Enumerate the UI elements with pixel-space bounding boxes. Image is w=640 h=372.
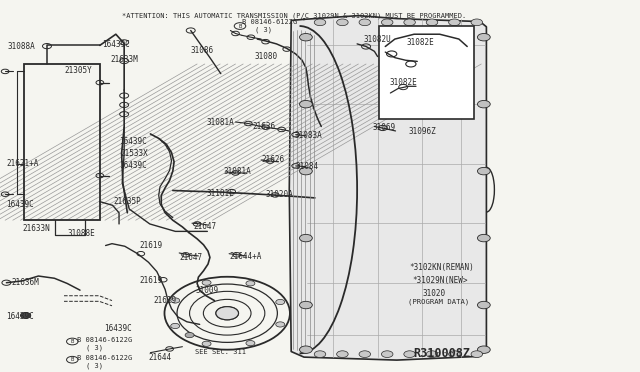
Circle shape xyxy=(20,312,31,318)
Circle shape xyxy=(477,346,490,353)
Text: 16439C: 16439C xyxy=(119,137,147,146)
Circle shape xyxy=(246,281,255,286)
Polygon shape xyxy=(289,16,486,360)
Circle shape xyxy=(359,351,371,357)
Text: B: B xyxy=(238,23,242,29)
Text: *31029N(NEW>: *31029N(NEW> xyxy=(413,276,468,285)
Text: 21619: 21619 xyxy=(140,241,163,250)
Text: 21305Y: 21305Y xyxy=(64,66,92,75)
Text: 31020A: 31020A xyxy=(266,190,293,199)
Text: 31086: 31086 xyxy=(191,46,214,55)
Text: 16439C: 16439C xyxy=(102,40,130,49)
Circle shape xyxy=(404,351,415,357)
Text: (PROGRAM DATA): (PROGRAM DATA) xyxy=(408,299,469,305)
Circle shape xyxy=(477,234,490,242)
Circle shape xyxy=(300,301,312,309)
Circle shape xyxy=(300,346,312,353)
Circle shape xyxy=(202,280,211,285)
Circle shape xyxy=(300,100,312,108)
Text: 21633N: 21633N xyxy=(22,224,50,233)
Text: 21619: 21619 xyxy=(140,276,163,285)
Circle shape xyxy=(300,33,312,41)
Circle shape xyxy=(171,298,180,303)
Circle shape xyxy=(185,333,194,338)
Text: 21635P: 21635P xyxy=(114,197,141,206)
Text: B 08146-6122G: B 08146-6122G xyxy=(77,355,132,361)
Text: ( 3): ( 3) xyxy=(86,344,104,351)
Circle shape xyxy=(314,19,326,26)
Text: 16439C: 16439C xyxy=(6,312,34,321)
Text: 21644: 21644 xyxy=(148,353,172,362)
Circle shape xyxy=(171,323,180,328)
Text: 21644+A: 21644+A xyxy=(229,252,262,261)
Circle shape xyxy=(477,167,490,175)
Text: 31009: 31009 xyxy=(195,286,218,295)
Circle shape xyxy=(477,301,490,309)
Text: 31088A: 31088A xyxy=(8,42,35,51)
Text: 16439C: 16439C xyxy=(6,200,34,209)
Circle shape xyxy=(276,322,285,327)
Text: 21533X: 21533X xyxy=(120,149,148,158)
Text: 21647: 21647 xyxy=(193,222,216,231)
Text: 31082E: 31082E xyxy=(389,78,417,87)
Text: R310008Z: R310008Z xyxy=(413,347,470,360)
Text: *ATTENTION: THIS AUTOMATIC TRANSMISSION (P/C 31029N & 3102KN) MUST BE PROGRAMMED: *ATTENTION: THIS AUTOMATIC TRANSMISSION … xyxy=(122,12,466,19)
Text: 21621+A: 21621+A xyxy=(6,159,39,168)
Circle shape xyxy=(477,100,490,108)
Text: B 08146-6122G: B 08146-6122G xyxy=(77,337,132,343)
Text: 31081A: 31081A xyxy=(224,167,252,176)
Circle shape xyxy=(381,19,393,26)
Circle shape xyxy=(404,19,415,26)
Text: ( 3): ( 3) xyxy=(255,26,272,33)
Text: 21647: 21647 xyxy=(179,253,202,262)
Text: 31020: 31020 xyxy=(422,289,445,298)
Text: 31088E: 31088E xyxy=(67,229,95,238)
Circle shape xyxy=(216,307,239,320)
Text: 16439C: 16439C xyxy=(104,324,132,333)
Circle shape xyxy=(449,351,460,357)
Text: B: B xyxy=(70,357,74,362)
Circle shape xyxy=(337,351,348,357)
Text: 21626: 21626 xyxy=(261,155,284,164)
Bar xyxy=(379,26,474,119)
Text: 31083A: 31083A xyxy=(294,131,322,140)
Circle shape xyxy=(246,340,255,346)
Circle shape xyxy=(449,19,460,26)
Circle shape xyxy=(471,351,483,357)
Bar xyxy=(24,64,100,220)
Text: 21619: 21619 xyxy=(154,296,177,305)
Circle shape xyxy=(359,19,371,26)
Circle shape xyxy=(202,341,211,346)
Text: SEE SEC. 311: SEE SEC. 311 xyxy=(195,349,246,355)
Circle shape xyxy=(276,299,285,305)
Text: 16439C: 16439C xyxy=(119,161,147,170)
Text: 31069: 31069 xyxy=(372,123,396,132)
Text: 31082E: 31082E xyxy=(406,38,434,47)
Circle shape xyxy=(471,19,483,26)
Text: 21626: 21626 xyxy=(253,122,276,131)
Circle shape xyxy=(426,351,438,357)
Text: 21636M: 21636M xyxy=(12,278,39,287)
Text: B 08146-6122G: B 08146-6122G xyxy=(242,19,297,25)
Circle shape xyxy=(300,167,312,175)
Text: 31080: 31080 xyxy=(255,52,278,61)
Text: 31081A: 31081A xyxy=(206,118,234,126)
Circle shape xyxy=(477,33,490,41)
Text: 31084: 31084 xyxy=(296,162,319,171)
Text: 31082U: 31082U xyxy=(364,35,391,44)
Circle shape xyxy=(300,234,312,242)
Circle shape xyxy=(314,351,326,357)
Circle shape xyxy=(337,19,348,26)
Text: 31096Z: 31096Z xyxy=(408,127,436,136)
Circle shape xyxy=(426,19,438,26)
Text: 31181E: 31181E xyxy=(207,189,234,198)
Text: *3102KN(REMAN): *3102KN(REMAN) xyxy=(410,263,474,272)
Circle shape xyxy=(381,351,393,357)
Text: ( 3): ( 3) xyxy=(86,362,104,369)
Text: B: B xyxy=(70,339,74,344)
Text: 21633M: 21633M xyxy=(110,55,138,64)
